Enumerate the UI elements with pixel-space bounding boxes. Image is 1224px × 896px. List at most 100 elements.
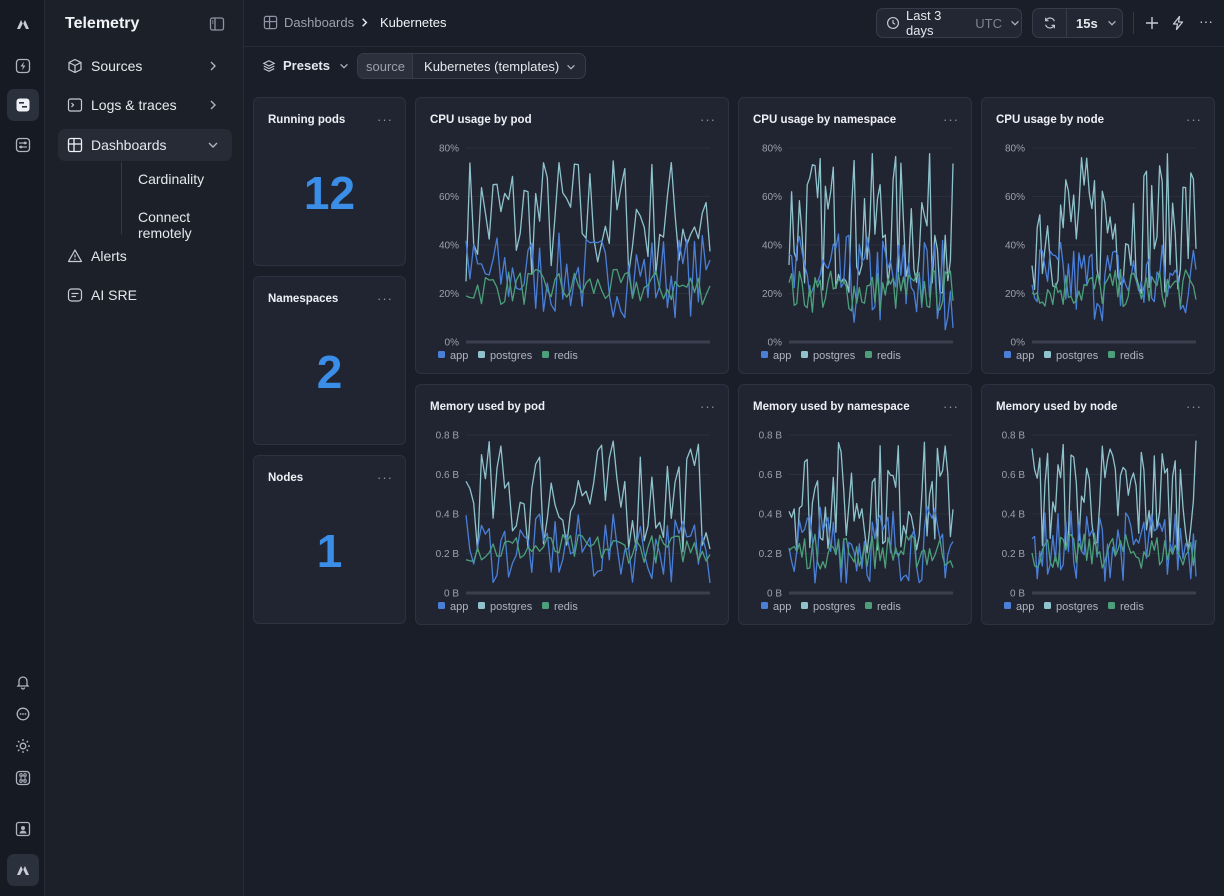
stat-card-namespaces: Namespaces ··· 2 bbox=[253, 276, 406, 445]
series-line-redis bbox=[788, 270, 954, 313]
source-filter[interactable]: source Kubernetes (templates) bbox=[357, 53, 586, 79]
time-range-picker[interactable]: Last 3 days UTC bbox=[876, 8, 1022, 38]
legend-swatch bbox=[438, 602, 445, 609]
card-menu-icon[interactable]: ··· bbox=[1186, 399, 1202, 414]
sidebar-subitem-cardinality[interactable]: Cardinality bbox=[138, 171, 205, 187]
legend-label: app bbox=[773, 601, 791, 613]
y-tick-label: 0.8 B bbox=[1002, 431, 1026, 442]
dashboard-grid-icon bbox=[263, 15, 278, 35]
y-tick-label: 0.6 B bbox=[759, 470, 783, 481]
breadcrumb-root[interactable]: Dashboards bbox=[284, 15, 355, 30]
y-tick-label: 0.8 B bbox=[759, 431, 783, 442]
legend-swatch bbox=[1108, 602, 1115, 609]
lightning-icon[interactable] bbox=[1170, 15, 1186, 36]
card-menu-icon[interactable]: ··· bbox=[700, 112, 716, 127]
series-line-postgres bbox=[788, 153, 954, 294]
legend-label: redis bbox=[554, 601, 578, 613]
y-tick-label: 60% bbox=[762, 192, 782, 203]
app-title: Telemetry bbox=[65, 15, 140, 32]
y-tick-label: 40% bbox=[1005, 241, 1025, 252]
chart-title: Memory used by node bbox=[996, 401, 1118, 413]
legend-label: postgres bbox=[490, 350, 533, 362]
legend-label: redis bbox=[554, 350, 578, 362]
y-tick-label: 20% bbox=[1005, 289, 1025, 300]
series-line-redis bbox=[788, 533, 954, 570]
line-chart: 0% 20% 40% 60% 80% app postgres redis bbox=[438, 144, 711, 362]
y-tick-label: 0 B bbox=[444, 589, 459, 600]
clock-icon bbox=[886, 16, 900, 30]
sliders-icon[interactable] bbox=[7, 129, 39, 161]
y-tick-label: 80% bbox=[762, 144, 782, 155]
sidebar-item-sources[interactable]: Sources bbox=[58, 50, 232, 82]
command-icon[interactable] bbox=[7, 762, 39, 794]
submenu-divider bbox=[121, 162, 122, 234]
card-menu-icon[interactable]: ··· bbox=[1186, 112, 1202, 127]
card-menu-icon[interactable]: ··· bbox=[943, 112, 959, 127]
message-icon[interactable] bbox=[7, 698, 39, 730]
y-tick-label: 40% bbox=[762, 241, 782, 252]
lightning-icon[interactable] bbox=[7, 50, 39, 82]
card-menu-icon[interactable]: ··· bbox=[377, 112, 393, 127]
refresh-icon[interactable] bbox=[1033, 9, 1067, 37]
presets-dropdown[interactable]: Presets bbox=[262, 58, 350, 73]
legend-swatch bbox=[478, 602, 485, 609]
refresh-interval-select[interactable]: 15s bbox=[1067, 16, 1118, 31]
y-tick-label: 0 B bbox=[1010, 589, 1025, 600]
sun-icon[interactable] bbox=[7, 730, 39, 762]
y-tick-label: 0.2 B bbox=[1002, 549, 1026, 560]
y-tick-label: 80% bbox=[439, 144, 459, 155]
user-badge-icon[interactable] bbox=[7, 813, 39, 845]
line-chart: 0 B 0.2 B 0.4 B 0.6 B 0.8 B app postgres redis bbox=[1002, 431, 1197, 613]
y-tick-label: 0.6 B bbox=[1002, 470, 1026, 481]
bell-icon[interactable] bbox=[7, 666, 39, 698]
workspace-logo-icon[interactable] bbox=[7, 854, 39, 886]
logo-icon[interactable] bbox=[7, 8, 39, 40]
dashboards-rail-icon[interactable] bbox=[7, 89, 39, 121]
legend-swatch bbox=[1004, 351, 1011, 358]
y-tick-label: 0% bbox=[768, 338, 783, 349]
legend-swatch bbox=[438, 351, 445, 358]
sidebar-item-alerts[interactable]: Alerts bbox=[58, 240, 232, 272]
legend-swatch bbox=[1108, 351, 1115, 358]
sidebar: Telemetry Sources Logs & traces Dashboar… bbox=[45, 0, 244, 896]
legend-label: postgres bbox=[1056, 350, 1099, 362]
refresh-control: 15s bbox=[1032, 8, 1123, 38]
sidebar-item-logs-traces[interactable]: Logs & traces bbox=[58, 89, 232, 121]
sidebar-subitem-connect-remotely[interactable]: Connect remotely bbox=[138, 209, 192, 241]
stat-title: Nodes bbox=[268, 472, 304, 484]
card-menu-icon[interactable]: ··· bbox=[700, 399, 716, 414]
y-tick-label: 0% bbox=[445, 338, 460, 349]
sidebar-item-dashboards[interactable]: Dashboards bbox=[58, 129, 232, 161]
plus-icon[interactable] bbox=[1144, 15, 1160, 36]
legend-swatch bbox=[542, 602, 549, 609]
legend-label: redis bbox=[877, 601, 901, 613]
legend-swatch bbox=[761, 602, 768, 609]
series-line-redis bbox=[465, 533, 711, 564]
legend-label: app bbox=[1016, 601, 1034, 613]
card-menu-icon[interactable]: ··· bbox=[377, 291, 393, 306]
sidebar-item-ai-sre[interactable]: AI SRE bbox=[58, 279, 232, 311]
card-menu-icon[interactable]: ··· bbox=[943, 399, 959, 414]
y-tick-label: 60% bbox=[1005, 192, 1025, 203]
line-chart: 0 B 0.2 B 0.4 B 0.6 B 0.8 B app postgres redis bbox=[759, 431, 954, 613]
card-menu-icon[interactable]: ··· bbox=[377, 470, 393, 485]
sidebar-collapse-icon[interactable] bbox=[208, 15, 226, 33]
sidebar-item-label: Sources bbox=[91, 58, 143, 74]
stat-value: 1 bbox=[316, 525, 343, 577]
sidebar-item-label: Logs & traces bbox=[91, 97, 177, 113]
legend-swatch bbox=[1044, 351, 1051, 358]
y-tick-label: 0.6 B bbox=[436, 470, 460, 481]
source-filter-value: Kubernetes (templates) bbox=[424, 58, 560, 74]
series-line-redis bbox=[1031, 533, 1197, 569]
stat-value: 12 bbox=[303, 167, 356, 219]
time-range-label: Last 3 days bbox=[906, 8, 942, 38]
more-options-icon[interactable]: ··· bbox=[1199, 13, 1213, 29]
chart-title: Memory used by pod bbox=[430, 401, 546, 413]
breadcrumb-separator-icon bbox=[358, 16, 371, 34]
y-tick-label: 0.4 B bbox=[1002, 510, 1026, 521]
legend-label: postgres bbox=[813, 350, 856, 362]
dashboard-toolbar: Presets source Kubernetes (templates) bbox=[244, 47, 1224, 87]
refresh-interval-label: 15s bbox=[1076, 15, 1098, 31]
legend-swatch bbox=[865, 351, 872, 358]
warning-icon bbox=[67, 248, 83, 264]
